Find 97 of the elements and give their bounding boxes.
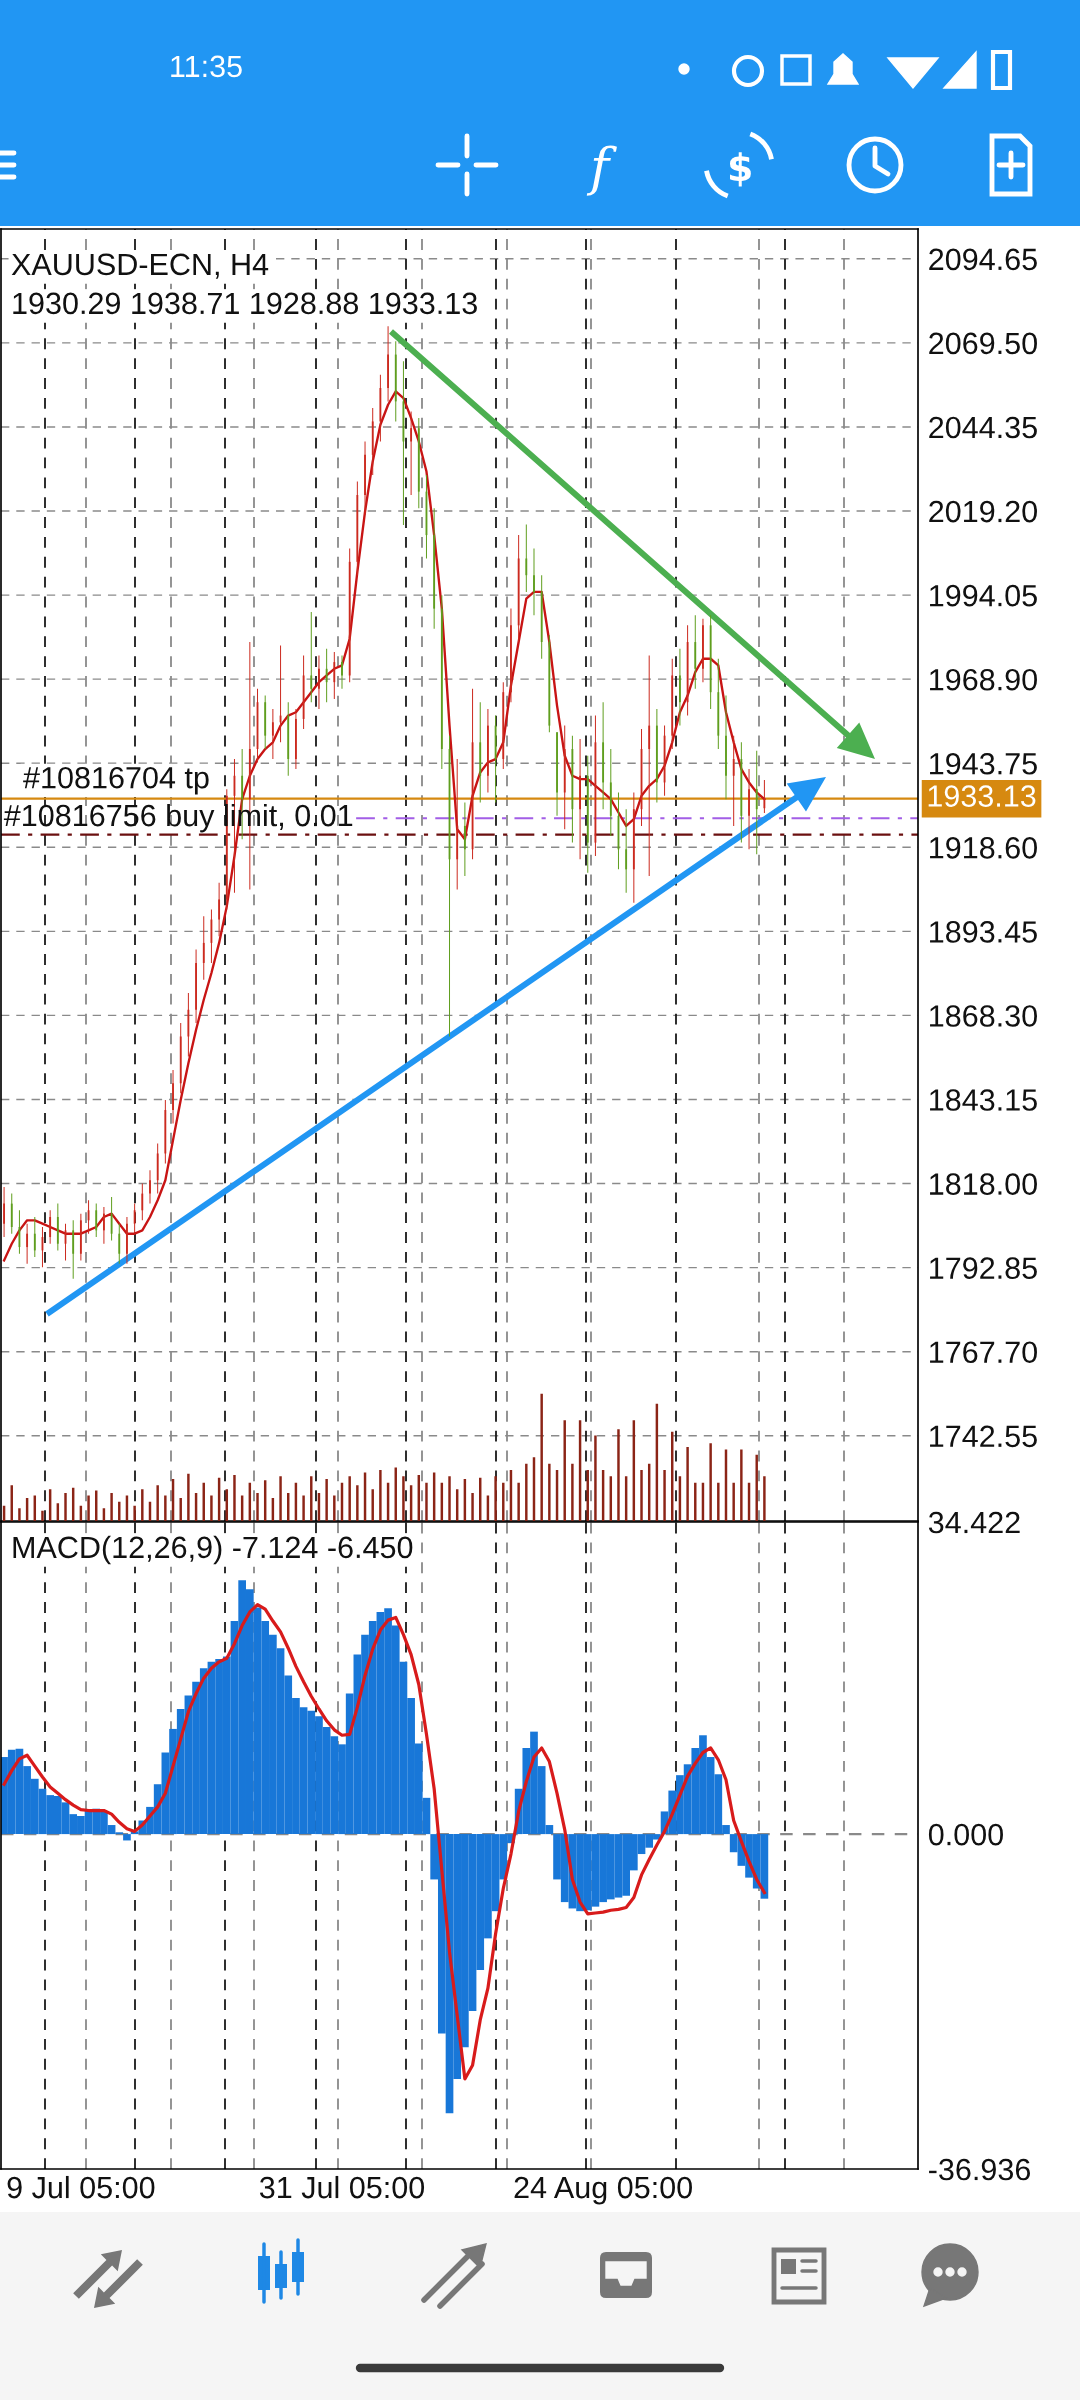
y-tick-label: 2094.65 (929, 248, 1037, 271)
candlestick (556, 732, 558, 816)
bar (325, 1478, 328, 1521)
candlestick (579, 738, 581, 860)
bar (64, 1492, 67, 1521)
y-tick-label: 1968.90 (930, 668, 1037, 691)
bar (87, 1495, 90, 1521)
y-tick-label: -36.936 (929, 2158, 1031, 2181)
candlestick (648, 655, 651, 877)
candlestick (533, 548, 535, 616)
y-tick-label: 2069.50 (929, 332, 1037, 355)
bar (755, 1454, 758, 1521)
bar (123, 1834, 131, 1841)
candlestick (149, 1170, 151, 1204)
y-tick-label: 1994.05 (930, 584, 1037, 607)
candlestick (341, 655, 343, 689)
candlestick (172, 1069, 174, 1124)
bar (563, 1420, 566, 1521)
x-tick-label: 9 Jul 05:00 (7, 2175, 155, 2199)
bar (333, 1495, 336, 1521)
bar (179, 1498, 182, 1521)
bar (686, 1447, 689, 1521)
bar (279, 1476, 282, 1521)
candlestick (364, 441, 366, 516)
y-tick-label: 1767.70 (930, 1341, 1037, 1364)
bar (740, 1449, 743, 1521)
x-tick-label: 31 Jul 05:00 (259, 2175, 425, 2199)
bar (425, 1482, 428, 1521)
y-tick-label: 2044.35 (929, 416, 1037, 439)
candlestick (748, 769, 750, 850)
bar (663, 1470, 666, 1521)
bar (256, 1492, 259, 1521)
bar (594, 1435, 597, 1521)
bar (402, 1476, 405, 1521)
bar (233, 1475, 236, 1521)
candlestick (679, 648, 681, 726)
chart-title: MACD(12,26,9) -7.124 -6.450 (13, 1535, 413, 1565)
candlestick (195, 949, 197, 1024)
bar (18, 1508, 21, 1521)
bar (210, 1495, 213, 1521)
bar (694, 1482, 697, 1521)
y-tick-label: 1818.00 (930, 1173, 1037, 1195)
y-tick-label: 0.000 (928, 1823, 1003, 1846)
y-tick-label: 1943.75 (930, 752, 1037, 775)
bar (709, 1443, 712, 1521)
candlestick (102, 1206, 105, 1244)
bar (156, 1485, 159, 1521)
bar (502, 1482, 505, 1521)
annotation: #10816704 tp (23, 766, 209, 795)
candlestick (387, 326, 389, 402)
bar (356, 1485, 359, 1521)
bar (110, 1492, 113, 1521)
bar (310, 1476, 313, 1521)
bar (525, 1463, 528, 1521)
bar (348, 1476, 351, 1521)
y-tick-label: 1742.55 (930, 1425, 1037, 1448)
bar (640, 1470, 643, 1521)
candlestick (318, 655, 320, 709)
ref-line-label: 1933.13 (928, 785, 1036, 807)
bar (302, 1495, 305, 1521)
candlestick (510, 608, 512, 703)
candlestick (126, 1216, 128, 1264)
bar (41, 1510, 44, 1521)
bar (141, 1489, 144, 1521)
bar (517, 1482, 520, 1521)
text: 11:35 (171, 55, 242, 78)
bar (617, 1429, 620, 1521)
bar (448, 1476, 451, 1521)
x-tick-label: 24 Aug 05:00 (514, 2176, 692, 2205)
bar (379, 1470, 382, 1521)
bar (187, 1473, 190, 1521)
y-tick-label: 34.422 (928, 1511, 1020, 1534)
text: XAUUSD-ECN, H4 (11, 253, 269, 279)
line-series (2, 1603, 766, 2081)
text: 1930.29 1938.71 1928.88 1933.13 (13, 292, 477, 315)
y-tick-label: 1843.15 (930, 1089, 1037, 1111)
y-tick-label: 1868.30 (930, 1005, 1037, 1027)
bar (164, 1495, 167, 1521)
candlestick (294, 708, 297, 770)
y-tick-label: 2019.20 (929, 500, 1037, 523)
candlestick (702, 618, 704, 683)
bar (371, 1489, 374, 1521)
bar (540, 1393, 543, 1521)
bar (732, 1482, 735, 1521)
bar (118, 1501, 121, 1521)
candlestick (3, 1186, 5, 1238)
y-tick-label: 1918.60 (930, 837, 1037, 859)
candlestick (486, 708, 489, 793)
bar (548, 1463, 551, 1521)
bar (717, 1482, 720, 1521)
y-tick-label: 1792.85 (930, 1257, 1037, 1279)
bar (571, 1463, 574, 1521)
line-series (2, 390, 766, 1262)
candlestick (725, 695, 727, 800)
y-tick-label: 1893.45 (930, 921, 1037, 943)
bar (471, 1492, 474, 1521)
bar (763, 1476, 766, 1521)
